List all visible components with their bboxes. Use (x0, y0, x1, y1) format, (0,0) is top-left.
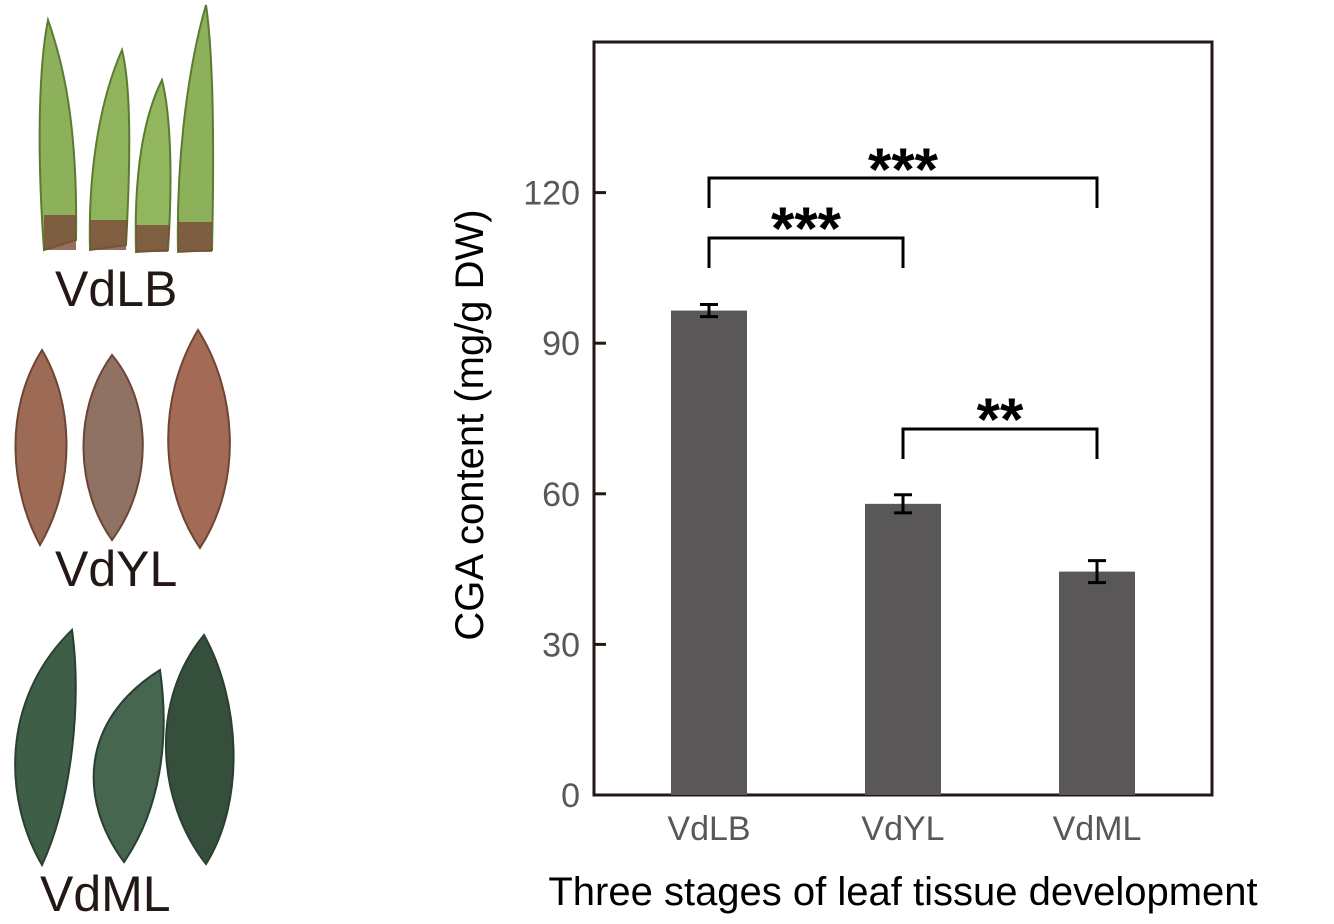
sample-label-vdyl: VdYL (55, 541, 178, 597)
vdlb-buds-image (38, 4, 215, 254)
leaf-photo-panel: VdLB VdYL VdML (0, 0, 250, 922)
vdyl-leaves-image (14, 328, 231, 550)
significance-label: ** (977, 386, 1024, 453)
x-tick-label: VdLB (667, 810, 750, 848)
sample-label-vdlb: VdLB (55, 261, 178, 317)
bar (671, 310, 747, 795)
significance-bracket (707, 176, 1099, 208)
y-tick-label: 60 (542, 476, 580, 514)
significance-bracket (901, 427, 1099, 459)
significance-bracket (707, 236, 905, 268)
leaf-illustrations (14, 4, 235, 868)
significance-label: *** (868, 136, 939, 203)
x-tick-label: VdYL (861, 810, 944, 848)
y-tick-label: 30 (542, 626, 580, 664)
y-tick-label: 0 (561, 777, 580, 815)
x-axis-title: Three stages of leaf tissue development (548, 870, 1257, 914)
bar (1059, 571, 1135, 795)
y-axis-title: CGA content (mg/g DW) (448, 209, 492, 640)
x-tick-label: VdML (1053, 810, 1142, 848)
y-tick-label: 120 (523, 175, 580, 213)
vdml-leaves-image (14, 627, 235, 868)
significance-label: *** (771, 195, 842, 262)
sample-label-vdml: VdML (40, 866, 171, 922)
y-tick-label: 90 (542, 325, 580, 363)
bar (865, 503, 941, 795)
